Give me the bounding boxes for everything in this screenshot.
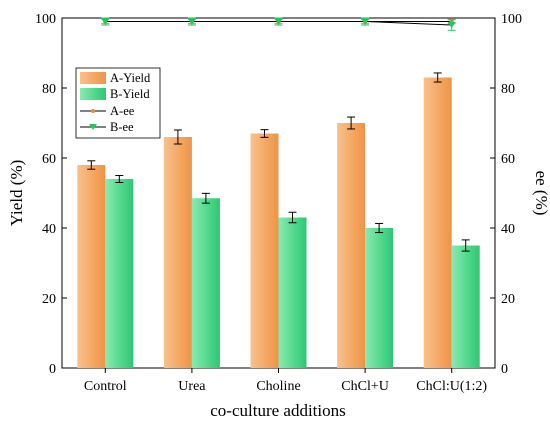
- x-tick-label-0: Control: [84, 379, 127, 394]
- line-b-ee-point-0: [101, 18, 110, 25]
- bar-a-yield-4: [423, 77, 452, 368]
- line-b-ee-point-2: [274, 18, 283, 25]
- y2-tick-label-0: 0: [501, 362, 508, 377]
- legend-label-b-yield: B-Yield: [110, 87, 150, 101]
- x-axis-title: co-culture additions: [210, 401, 346, 420]
- x-tick-label-2: Choline: [256, 379, 300, 394]
- y-tick-label-40: 40: [42, 222, 56, 237]
- x-tick-label-3: ChCl+U: [341, 379, 389, 394]
- bar-b-yield-3: [365, 228, 394, 368]
- bar-b-yield-2: [278, 217, 307, 368]
- legend-marker-a-ee: [91, 109, 95, 113]
- bars-layer: [77, 77, 480, 368]
- x-tick-label-4: ChCl:U(1:2): [416, 379, 487, 394]
- y-axis-title: Yield (%): [7, 160, 26, 227]
- right-axis: 0 20 40 60 80 100: [490, 12, 522, 377]
- y-tick-label-0: 0: [49, 362, 56, 377]
- bar-a-yield-2: [250, 133, 279, 368]
- line-b-ee-point-3: [361, 18, 370, 25]
- line-b-ee-point-4: [447, 22, 456, 28]
- bar-a-yield-1: [163, 137, 192, 368]
- bar-a-yield-0: [77, 165, 106, 368]
- ee-lines-layer: [101, 17, 456, 31]
- y-tick-label-60: 60: [42, 152, 56, 167]
- y-tick-label-20: 20: [42, 292, 56, 307]
- y2-tick-label-20: 20: [501, 292, 515, 307]
- line-b-ee-point-1: [187, 18, 196, 25]
- legend-swatch-a-yield: [80, 72, 106, 84]
- x-axis: Control Urea Choline ChCl+U ChCl:U(1:2): [84, 368, 487, 394]
- y2-tick-label-80: 80: [501, 82, 515, 97]
- y2-tick-label-100: 100: [501, 12, 522, 27]
- y-tick-label-80: 80: [42, 82, 56, 97]
- legend-label-a-yield: A-Yield: [110, 71, 151, 85]
- x-tick-label-1: Urea: [178, 379, 206, 394]
- legend: A-Yield B-Yield A-ee B-ee: [75, 67, 161, 139]
- y2-axis-title: ee (%): [532, 171, 550, 216]
- y2-tick-label-60: 60: [501, 152, 515, 167]
- bar-b-yield-4: [451, 245, 480, 368]
- y2-tick-label-40: 40: [501, 222, 515, 237]
- legend-label-b-ee: B-ee: [110, 120, 134, 134]
- legend-label-a-ee: A-ee: [110, 104, 135, 118]
- legend-marker-b-ee: [89, 124, 97, 130]
- bar-b-yield-1: [191, 198, 220, 368]
- left-axis: 0 20 40 60 80 100: [35, 12, 67, 377]
- legend-swatch-b-yield: [80, 88, 106, 100]
- errorbars-layer: [87, 72, 470, 252]
- bar-a-yield-3: [337, 123, 366, 368]
- bar-b-yield-0: [105, 179, 134, 368]
- y-tick-label-100: 100: [35, 12, 56, 27]
